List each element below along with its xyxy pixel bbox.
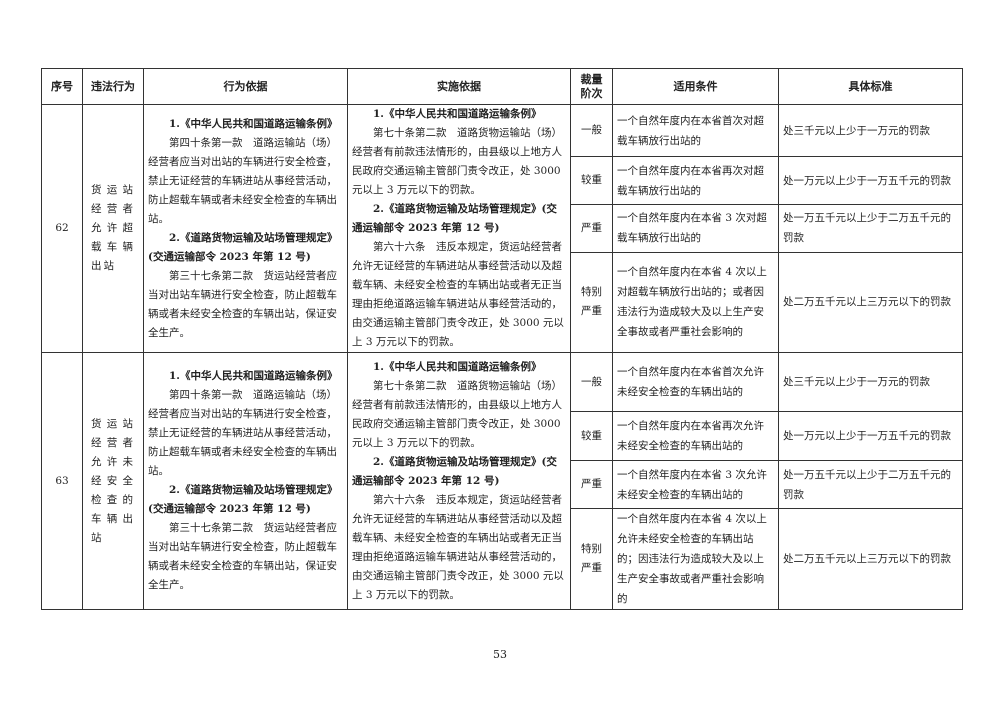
standard: 处一万五千元以上少于二万五千元的罚款: [778, 460, 963, 509]
header-seq: 序号: [41, 68, 83, 105]
row-violation: 货运站经营者允许未经安全检查的车辆出站: [82, 352, 144, 610]
impl-title-1: 1.《中华人民共和国道路运输条例》: [373, 108, 542, 120]
standard: 处三千元以上少于一万元的罚款: [778, 103, 963, 158]
impl-title-2: 2.《道路货物运输及站场管理规定》(交通运输部令 2023 年第 12 号): [352, 203, 557, 234]
standard: 处三千元以上少于一万元的罚款: [778, 352, 963, 412]
impl-title-1: 1.《中华人民共和国道路运输条例》: [373, 360, 542, 373]
basis-title-2: 2.《道路货物运输及站场管理规定》(交通运输部令 2023 年第 12 号): [148, 484, 338, 515]
impl-title-2: 2.《道路货物运输及站场管理规定》(交通运输部令 2023 年第 12 号): [352, 455, 557, 487]
page-number: 53: [493, 648, 507, 661]
impl-para-2: 第六十六条 违反本规定，货运站经营者允许无证经营的车辆进站从事经营活动以及超载车…: [352, 493, 564, 601]
row-basis: 1.《中华人民共和国道路运输条例》第四十条第一款 道路运输站（场）经营者应当对出…: [143, 104, 348, 353]
row-implementation: 1.《中华人民共和国道路运输条例》第七十条第二款 道路货物运输站（场）经营者有前…: [347, 352, 571, 610]
level: 较重: [570, 156, 613, 205]
level: 一般: [570, 352, 613, 412]
row-seq: 63: [41, 352, 83, 610]
basis-title-1: 1.《中华人民共和国道路运输条例》: [169, 117, 338, 130]
row-seq: 62: [41, 104, 83, 353]
header-implementation: 实施依据: [347, 68, 571, 105]
basis-title-1: 1.《中华人民共和国道路运输条例》: [169, 370, 338, 382]
condition: 一个自然年度内在本省首次对超载车辆放行出站的: [612, 103, 779, 158]
table-row: 62 货运站经营者允许超载车辆出站 1.《中华人民共和国道路运输条例》 第四十条第一款…: [41, 103, 963, 353]
table-row: 63 货运站经营者允许未经安全检查的车辆出站 1.《中华人民共和国道路运输条例》 第四…: [41, 352, 963, 610]
level: 较重: [570, 411, 613, 461]
basis-para-2: 第三十七条第二款 货运站经营者应当对出站车辆进行安全检查，防止超载车辆或者未经安…: [148, 522, 337, 591]
level: 严重: [570, 460, 613, 509]
header-basis: 行为依据: [143, 68, 348, 105]
impl-para-2: 第六十六条 违反本规定，货运站经营者允许无证经营的车辆进站从事经营活动以及超载车…: [352, 241, 564, 348]
table-row: 严重 一个自然年度内在本省 3 次允许未经安全检查的车辆出站的 处一万五千元以上少于…: [42, 460, 963, 509]
header-row: 序号 违法行为 行为依据 实施依据 裁量阶次 适用条件 具体标准: [41, 68, 963, 105]
standard: 处一万元以上少于一万五千元的罚款: [778, 156, 963, 205]
impl-para-1: 第七十条第二款 道路货物运输站（场）经营者有前款违法情形的，由县级以上地方人民政…: [352, 127, 562, 196]
table-row: 特别严重 一个自然年度内在本省 4 次以上允许未经安全检查的车辆出站的；因违法行为…: [42, 508, 963, 610]
condition: 一个自然年度内在本省再次对超载车辆放行出站的: [612, 156, 779, 205]
standard: 处二万五千元以上三万元以下的罚款: [778, 508, 963, 610]
row-implementation: 1.《中华人民共和国道路运输条例》第七十条第二款 道路货物运输站（场）经营者有前…: [347, 104, 571, 353]
table-row: 特别严重 一个自然年度内在本省 4 次以上对超载车辆放行出站的；或者因违法行为造成…: [42, 251, 963, 354]
condition: 一个自然年度内在本省 3 次对超载车辆放行出站的: [612, 204, 779, 253]
condition: 一个自然年度内在本省 4 次以上对超载车辆放行出站的；或者因违法行为造成较大及以…: [612, 251, 779, 354]
standard: 处一万五千元以上少于二万五千元的罚款: [778, 204, 963, 253]
basis-title-2: 2.《道路货物运输及站场管理规定》(交通运输部令 2023 年第 12 号): [148, 231, 338, 263]
basis-para-1: 第四十条第一款 道路运输站（场）经营者应当对出站的车辆进行安全检查，禁止无证经营…: [148, 136, 337, 225]
impl-para-1: 第七十条第二款 道路货物运输站（场）经营者有前款违法情形的，由县级以上地方人民政…: [352, 379, 562, 449]
condition: 一个自然年度内在本省 3 次允许未经安全检查的车辆出站的: [612, 460, 779, 509]
basis-para-1: 第四十条第一款 道路运输站（场）经营者应当对出站的车辆进行安全检查，禁止无证经营…: [148, 389, 337, 477]
header-level: 裁量阶次: [570, 68, 613, 105]
level: 特别严重: [570, 251, 613, 354]
table-row: 较重 一个自然年度内在本省再次对超载车辆放行出站的 处一万元以上少于一万五千元的罚款: [42, 156, 963, 205]
row-violation: 货运站经营者允许超载车辆出站: [82, 104, 144, 353]
header-standard: 具体标准: [778, 68, 963, 105]
table-row: 较重 一个自然年度内在本省再次允许未经安全检查的车辆出站的 处一万元以上少于一万五千…: [42, 411, 963, 461]
standard: 处二万五千元以上三万元以下的罚款: [778, 251, 963, 354]
penalty-table: 序号 违法行为 行为依据 实施依据 裁量阶次 适用条件 具体标准 62 货运站经营…: [41, 68, 963, 610]
basis-para-2: 第三十七条第二款 货运站经营者应当对出站车辆进行安全检查，防止超载车辆或者未经安…: [148, 269, 337, 339]
standard: 处一万元以上少于一万五千元的罚款: [778, 411, 963, 461]
row-basis: 1.《中华人民共和国道路运输条例》第四十条第一款 道路运输站（场）经营者应当对出…: [143, 352, 348, 610]
table-row: 严重 一个自然年度内在本省 3 次对超载车辆放行出站的 处一万五千元以上少于二万五千…: [42, 204, 963, 253]
header-condition: 适用条件: [612, 68, 779, 105]
level: 一般: [570, 103, 613, 158]
header-violation: 违法行为: [82, 68, 144, 105]
condition: 一个自然年度内在本省再次允许未经安全检查的车辆出站的: [612, 411, 779, 461]
level: 严重: [570, 204, 613, 253]
condition: 一个自然年度内在本省 4 次以上允许未经安全检查的车辆出站的；因违法行为造成较大…: [612, 508, 779, 610]
level: 特别严重: [570, 508, 613, 610]
condition: 一个自然年度内在本省首次允许未经安全检查的车辆出站的: [612, 352, 779, 412]
